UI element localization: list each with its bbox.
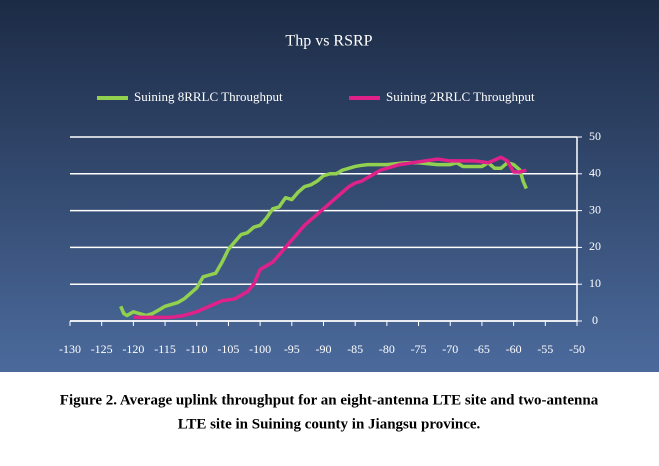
- x-tick-label: -130: [59, 342, 81, 356]
- x-tick-label: -75: [411, 342, 427, 356]
- x-tick-label: -100: [249, 342, 271, 356]
- y-tick-label: 20: [589, 239, 601, 253]
- x-tick-label: -60: [506, 342, 522, 356]
- x-tick-label: -65: [474, 342, 490, 356]
- legend-label: Suining 8RRLC Throughput: [134, 89, 283, 104]
- x-tick-label: -125: [91, 342, 113, 356]
- x-tick-label: -80: [379, 342, 395, 356]
- x-tick-label: -55: [537, 342, 553, 356]
- x-tick-label: -110: [186, 342, 208, 356]
- x-tick-label: -105: [217, 342, 239, 356]
- x-tick-label: -90: [316, 342, 332, 356]
- x-tick-label: -120: [122, 342, 144, 356]
- y-tick-label: 0: [592, 313, 598, 327]
- chart-title: Thp vs RSRP: [285, 33, 372, 50]
- caption: Figure 2. Average uplink throughput for …: [60, 392, 599, 408]
- data-line: [133, 155, 527, 320]
- y-tick-label: 10: [589, 276, 601, 290]
- chart-background: [0, 0, 659, 372]
- legend-label: Suining 2RRLC Throughput: [386, 89, 535, 104]
- x-tick-label: -95: [284, 342, 300, 356]
- y-tick-label: 30: [589, 202, 601, 216]
- y-tick-label: 40: [589, 166, 601, 180]
- x-tick-label: -85: [347, 342, 363, 356]
- x-tick-label: -115: [154, 342, 176, 356]
- x-tick-label: -70: [442, 342, 458, 356]
- caption: LTE site in Suining county in Jiangsu pr…: [178, 416, 481, 432]
- y-tick-label: 50: [589, 129, 601, 143]
- x-tick-label: -50: [569, 342, 585, 356]
- data-line: [119, 161, 528, 318]
